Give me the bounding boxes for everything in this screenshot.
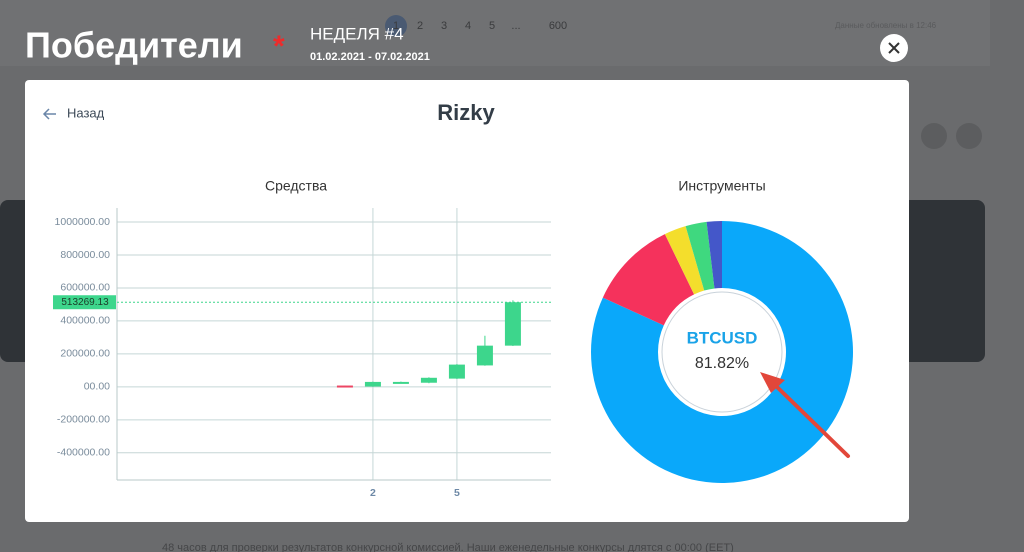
x-tick-label: 5 (454, 487, 460, 499)
bg-page-number: 5 (489, 20, 495, 32)
candle-body (420, 377, 437, 383)
candle-body (364, 381, 381, 387)
candle-body (504, 302, 521, 346)
annotation-arrow (760, 372, 850, 458)
candlestick-chart: -400000.00 -200000.00 00.00 200000.00 400000… (53, 208, 551, 499)
donut-segment (685, 221, 715, 291)
donut-chart: BTCUSD 81.82% (591, 221, 853, 483)
last-price-box (53, 295, 116, 310)
modal-title: Rizky (437, 100, 495, 125)
back-button[interactable]: Назад (42, 105, 105, 120)
close-button[interactable] (880, 34, 908, 62)
bg-updated: Данные обновлены в 12:46 (835, 21, 937, 30)
x-tick-label: 2 (370, 487, 376, 499)
candle-body (476, 345, 493, 366)
bg-page-number: 2 (417, 20, 423, 32)
donut-segment (591, 221, 853, 483)
y-tick-label: 600000.00 (60, 282, 110, 294)
donut-segment (706, 221, 722, 289)
donut-segment (664, 226, 705, 295)
chart-title: Средства (265, 178, 327, 194)
y-tick-label: 400000.00 (60, 315, 110, 327)
y-tick-label: 00.00 (84, 381, 110, 393)
header-dates: 01.02.2021 - 07.02.2021 (310, 51, 430, 63)
donut-inner-ring (661, 291, 783, 413)
bg-page-number: 3 (441, 20, 447, 32)
y-tick-label: 800000.00 (60, 249, 110, 261)
chart-title: Инструменты (678, 178, 765, 194)
donut-center-category: BTCUSD (687, 328, 758, 347)
bg-page-number: 1 (393, 20, 399, 32)
y-tick-label: 200000.00 (60, 348, 110, 360)
y-tick-label: -400000.00 (57, 447, 110, 459)
y-tick-label: -200000.00 (57, 414, 110, 426)
bg-page-active (385, 15, 407, 37)
header-title: Победители (25, 25, 243, 66)
bg-page-number: 4 (465, 20, 471, 32)
bg-page-number: 600 (549, 20, 567, 32)
candle-body (336, 385, 353, 388)
donut-center-value: 81.82% (695, 355, 749, 372)
bg-pagination: 1 2 3 4 5... 600 (393, 20, 567, 32)
bg-page-number: ... (511, 20, 520, 32)
candle-body (392, 381, 409, 384)
header-week: НЕДЕЛЯ #4 (310, 24, 404, 43)
bg-prev-button (921, 123, 947, 149)
last-price-label: 513269.13 (61, 297, 109, 308)
bg-footer-note: 48 часов для проверки результатов конкур… (162, 542, 734, 552)
candle-body (448, 364, 465, 379)
bg-panel (0, 0, 990, 66)
y-tick-label: 1000000.00 (55, 216, 111, 228)
back-label[interactable]: Назад (67, 105, 105, 120)
bg-next-button (956, 123, 982, 149)
donut-segment (602, 234, 695, 326)
header-asterisk: * (273, 30, 285, 63)
